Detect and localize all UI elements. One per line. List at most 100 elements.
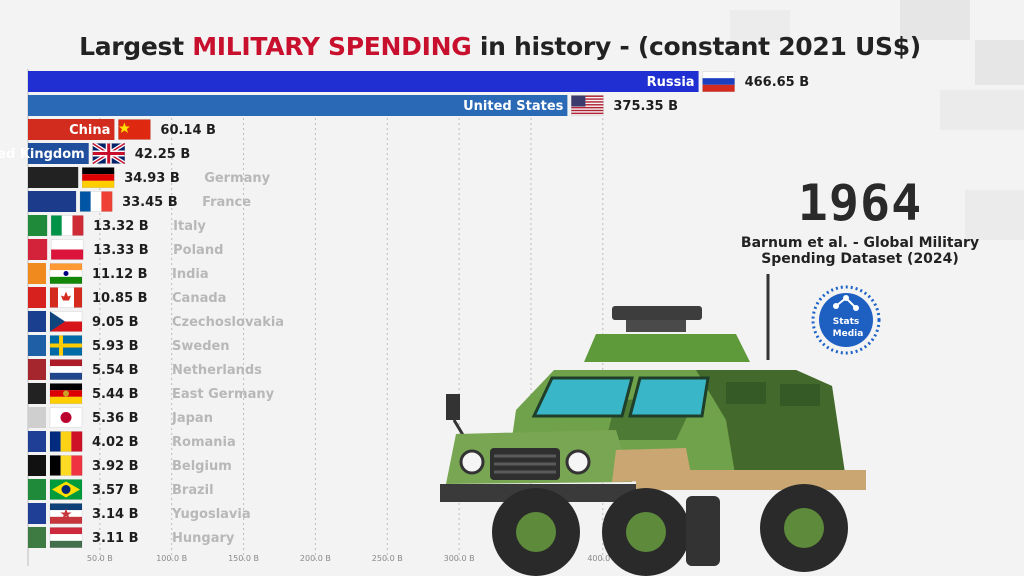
- bar-value-label: 5.44 B: [92, 387, 139, 402]
- bar-category-label: Belgium: [172, 459, 232, 474]
- x-tick-label: 50.0 B: [87, 554, 113, 563]
- bar-category-label: Czechoslovakia: [172, 315, 284, 330]
- hungary-flag: [49, 527, 83, 548]
- logo-line-2: Media: [833, 329, 864, 339]
- bar-value-label: 5.54 B: [92, 363, 139, 378]
- china-flag: [118, 119, 151, 140]
- bar-value-label: 60.14 B: [160, 123, 216, 138]
- bar-value-label: 466.65 B: [745, 75, 810, 90]
- bar-value-label: 33.45 B: [122, 195, 178, 210]
- source-note: Barnum et al. - Global Military Spending…: [715, 235, 1005, 267]
- bar-category-label: Japan: [171, 411, 213, 426]
- bar: [28, 215, 48, 236]
- bar-value-label: 10.85 B: [92, 291, 148, 306]
- bar-value-label: 5.36 B: [92, 411, 139, 426]
- bar: [28, 71, 699, 92]
- x-tick-label: 250.0 B: [372, 554, 403, 563]
- bar: [28, 431, 46, 452]
- bar-category-label: Sweden: [172, 339, 230, 354]
- bar: [28, 311, 46, 332]
- bar-category-label: Romania: [172, 435, 236, 450]
- bar-value-label: 3.92 B: [92, 459, 139, 474]
- bar: [28, 479, 46, 500]
- netherlands-flag: [49, 359, 83, 380]
- india-flag: [49, 263, 83, 284]
- bar-category-label: Russia: [647, 75, 695, 90]
- x-tick-label: 200.0 B: [300, 554, 331, 563]
- bar-value-label: 3.57 B: [92, 483, 139, 498]
- bar: [28, 335, 46, 356]
- brazil-flag: [49, 479, 83, 500]
- bar: [28, 503, 46, 524]
- bar: [28, 407, 46, 428]
- title-prefix: Largest: [79, 32, 193, 61]
- bar-value-label: 375.35 B: [613, 99, 678, 114]
- source-line-1: Barnum et al. - Global Military: [740, 235, 980, 251]
- x-tick-label: 150.0 B: [228, 554, 259, 563]
- bar-category-label: United States: [463, 99, 564, 114]
- yugoslavia-flag: [49, 503, 83, 524]
- uk-flag: [91, 141, 126, 166]
- germany-flag: [81, 167, 115, 188]
- logo-dots: [811, 285, 881, 355]
- france-flag: [79, 191, 113, 212]
- background-tile: [940, 90, 1024, 130]
- bar: [28, 239, 48, 260]
- background-tile: [900, 0, 970, 40]
- sweden-flag: [49, 335, 83, 356]
- italy-flag: [50, 215, 84, 236]
- poland-flag: [50, 239, 84, 260]
- x-tick-label: 300.0 B: [444, 554, 475, 563]
- military-vehicle-illustration: [440, 274, 866, 576]
- title-highlight: MILITARY SPENDING: [192, 32, 472, 61]
- page-title: Largest MILITARY SPENDING in history - (…: [0, 32, 1000, 61]
- bar: [28, 527, 46, 548]
- usa-flag: [571, 95, 604, 116]
- bar: [28, 191, 77, 212]
- bar: [28, 263, 46, 284]
- bar-category-label: Hungary: [172, 531, 235, 546]
- bar-category-label: India: [172, 267, 209, 282]
- background-tile: [975, 40, 1024, 85]
- bar-category-label: Italy: [173, 219, 206, 234]
- bar-value-label: 11.12 B: [92, 267, 148, 282]
- bar: [28, 455, 46, 476]
- bar: [28, 287, 46, 308]
- bar-category-label: Germany: [204, 171, 270, 186]
- bar: [28, 383, 46, 404]
- x-tick-label: 400.0 B: [587, 554, 618, 563]
- bar-value-label: 3.11 B: [92, 531, 139, 546]
- japan-flag: [49, 407, 83, 428]
- stats-media-logo: Stats Media: [811, 285, 881, 355]
- bar: [28, 359, 46, 380]
- background-tile: [965, 190, 1024, 240]
- belgium-flag: [49, 455, 83, 476]
- bar-category-label: Canada: [172, 291, 226, 306]
- czechoslovakia-flag: [49, 311, 83, 332]
- bar-category-label: China: [69, 123, 110, 138]
- bar-category-label: France: [202, 195, 251, 210]
- bar-category-label: Poland: [173, 243, 223, 258]
- background-tile: [730, 10, 790, 40]
- bar-category-label: Yugoslavia: [171, 507, 251, 522]
- bar-value-label: 5.93 B: [92, 339, 139, 354]
- russia-flag: [702, 71, 735, 92]
- bar-value-label: 34.93 B: [124, 171, 180, 186]
- bar: [28, 143, 89, 164]
- logo-line-1: Stats: [833, 317, 860, 327]
- bar-category-label: Netherlands: [172, 363, 262, 378]
- bar: [28, 95, 568, 116]
- bar-value-label: 42.25 B: [135, 147, 191, 162]
- bar-value-label: 4.02 B: [92, 435, 139, 450]
- bar-category-label: Brazil: [172, 483, 214, 498]
- canada-flag: [49, 287, 83, 308]
- bar-category-label: East Germany: [172, 387, 275, 402]
- bar-category-label: United Kingdom: [0, 147, 85, 162]
- title-suffix: in history - (constant 2021 US$): [471, 32, 921, 61]
- source-line-2: Spending Dataset (2024): [761, 251, 959, 267]
- year-label: 1964: [797, 174, 923, 232]
- bar-value-label: 9.05 B: [92, 315, 139, 330]
- romania-flag: [49, 431, 83, 452]
- bar-value-label: 13.32 B: [93, 219, 149, 234]
